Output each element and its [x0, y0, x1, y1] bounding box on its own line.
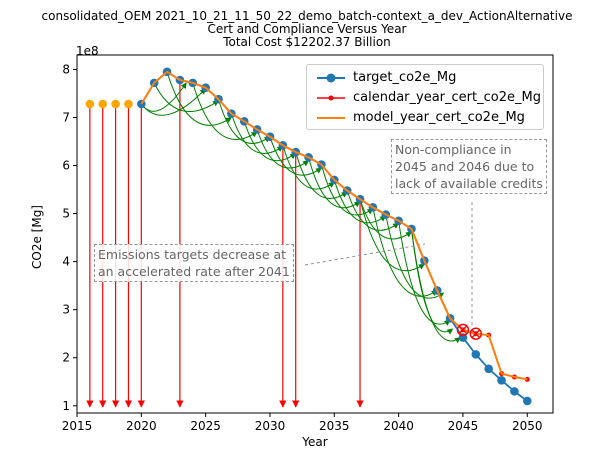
emissions-annotation-line-2: an accelerated rate after 2041: [98, 264, 290, 279]
credit-arrow: [282, 145, 335, 190]
emissions-annotation: Emissions targets decrease at an acceler…: [94, 244, 294, 282]
legend-label-model: model_year_cert_co2e_Mg: [353, 110, 525, 125]
x-axis-label: Year: [301, 435, 327, 449]
y-tick-label: 3: [62, 303, 70, 317]
noncompliance-annotation-line-1: Non-compliance in: [395, 142, 512, 157]
y-tick-label: 5: [62, 207, 70, 221]
emissions-leader-line: [304, 243, 426, 266]
noncompliance-marker: [456, 323, 470, 337]
credit-arrow: [230, 113, 284, 154]
x-tick-label: 2030: [255, 419, 286, 433]
credit-arrow: [359, 199, 412, 240]
chart-title-line-2: Cert and Compliance Versus Year: [207, 22, 407, 36]
credit-arrow: [166, 71, 232, 126]
x-tick-label: 2045: [448, 419, 479, 433]
credit-arrow: [372, 207, 438, 297]
credit-arrow: [320, 164, 374, 216]
point-early: [111, 99, 120, 109]
legend-label-calendar: calendar_year_cert_co2e_Mg: [353, 90, 541, 105]
point-target: [510, 387, 519, 396]
x-tick-label: 2035: [319, 419, 350, 433]
noncompliance-x-stroke: [471, 329, 480, 338]
y-tick-label: 2: [62, 351, 70, 365]
chart-title-line-1: consolidated_OEM 2021_10_21_11_50_22_dem…: [41, 9, 573, 23]
y-tick-label: 7: [62, 110, 70, 124]
credit-arrow: [192, 82, 258, 141]
y-tick-label: 8: [62, 62, 70, 76]
point-target: [497, 376, 506, 385]
point-early: [98, 99, 108, 109]
point-target: [522, 396, 532, 406]
credit-arrow: [359, 199, 425, 272]
x-tick-label: 2025: [190, 419, 221, 433]
noncompliance-x-stroke: [458, 325, 467, 334]
x-tick-label: 2040: [383, 419, 414, 433]
x-tick-label: 2050: [512, 419, 543, 433]
noncompliance-annotation-line-3: lack of available credits: [395, 176, 543, 191]
plot-frame: [76, 54, 554, 414]
credit-arrow: [398, 220, 451, 326]
credit-arrow: [346, 190, 400, 231]
y-tick-label: 6: [62, 159, 70, 173]
credit-arrow: [269, 136, 322, 176]
credit-arrow: [333, 179, 387, 224]
credit-arrow: [256, 129, 310, 169]
y-tick-label: 1: [62, 399, 70, 413]
point-early: [124, 99, 133, 109]
noncompliance-marker: [469, 327, 483, 340]
noncompliance-annotation-line-2: 2045 and 2046 due to: [395, 159, 535, 174]
legend-label-target: target_co2e_Mg: [353, 70, 457, 85]
point-target: [471, 350, 481, 359]
legend-marker-target: [317, 73, 345, 83]
chart-title-line-3: Total Cost $12202.37 Billion: [223, 35, 391, 49]
point-early: [85, 99, 95, 109]
noncompliance-annotation: Non-compliance in 2045 and 2046 due to l…: [391, 139, 547, 194]
chart-legend: target_co2e_Mg calendar_year_cert_co2e_M…: [306, 64, 544, 130]
credit-arrow: [295, 151, 348, 199]
credit-arrow: [243, 121, 297, 162]
credit-arrow: [410, 228, 454, 335]
x-tick-label: 2020: [126, 419, 157, 433]
emissions-annotation-line-1: Emissions targets decrease at: [98, 247, 287, 262]
point-target: [484, 364, 493, 374]
y-tick-label: 4: [62, 255, 70, 269]
credit-arrow: [140, 82, 187, 112]
y-axis-scale-label: 1e8: [76, 44, 99, 58]
legend-marker-calendar: [317, 95, 345, 101]
y-axis-label: CO2e [Mg]: [30, 205, 44, 269]
x-tick-label: 2015: [62, 419, 93, 433]
credit-arrow: [218, 99, 271, 144]
credit-arrow: [308, 157, 361, 209]
legend-marker-model: [317, 117, 345, 119]
credit-arrow: [385, 214, 445, 299]
credit-arrow: [153, 82, 220, 112]
